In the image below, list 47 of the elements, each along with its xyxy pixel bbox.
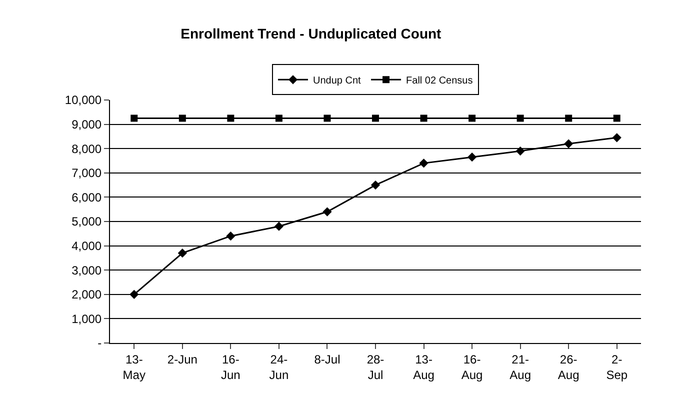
y-tick-label: 9,000 xyxy=(72,118,102,132)
point xyxy=(372,114,379,122)
x-tick-label: 16- Jun xyxy=(221,352,240,382)
x-tick-label: 21- Aug xyxy=(510,352,531,382)
point xyxy=(274,222,284,231)
point xyxy=(322,207,332,216)
x-tick-label: 13- May xyxy=(122,352,146,382)
point xyxy=(370,180,380,190)
point xyxy=(420,114,428,122)
x-tick-label: 2- Sep xyxy=(606,352,628,382)
y-tick-label: 5,000 xyxy=(72,214,102,229)
y-tick-label: 4,000 xyxy=(72,239,102,253)
point xyxy=(130,290,139,299)
y-tick-label: 10,000 xyxy=(64,93,102,108)
x-tick-label: 8-Jul xyxy=(314,352,340,366)
y-tick-label: 8,000 xyxy=(72,142,102,156)
y-tick-label: 1,000 xyxy=(72,312,102,326)
y-tick-label: 6,000 xyxy=(72,190,102,204)
point xyxy=(565,114,572,122)
x-tick-label: 2-Jun xyxy=(167,352,198,366)
point xyxy=(613,114,620,122)
point xyxy=(516,114,524,122)
y-tick-label: - xyxy=(98,336,102,350)
x-tick-label: 13- Aug xyxy=(413,352,434,382)
point xyxy=(419,158,428,168)
chart-title: Enrollment Trend - Unduplicated Count xyxy=(180,26,442,42)
point xyxy=(178,248,187,258)
legend-label: Fall 02 Census xyxy=(406,76,473,87)
x-tick-label: 26- Aug xyxy=(558,352,580,382)
point xyxy=(227,114,234,122)
point xyxy=(612,133,622,142)
x-tick-label: 28- Jul xyxy=(366,352,384,382)
point xyxy=(324,114,331,122)
point xyxy=(226,232,236,241)
point xyxy=(564,139,574,148)
y-tick-label: 7,000 xyxy=(72,166,102,180)
point xyxy=(468,114,476,122)
y-tick-label: 2,000 xyxy=(72,288,102,302)
point xyxy=(275,114,282,122)
x-tick-label: 24- Jun xyxy=(269,352,289,382)
x-tick-label: 16- Aug xyxy=(461,352,483,382)
point xyxy=(516,146,525,156)
point xyxy=(178,114,186,122)
y-tick-label: 3,000 xyxy=(72,263,102,278)
legend-label: Undup Cnt xyxy=(313,76,362,87)
point xyxy=(130,114,138,122)
point xyxy=(468,152,477,162)
